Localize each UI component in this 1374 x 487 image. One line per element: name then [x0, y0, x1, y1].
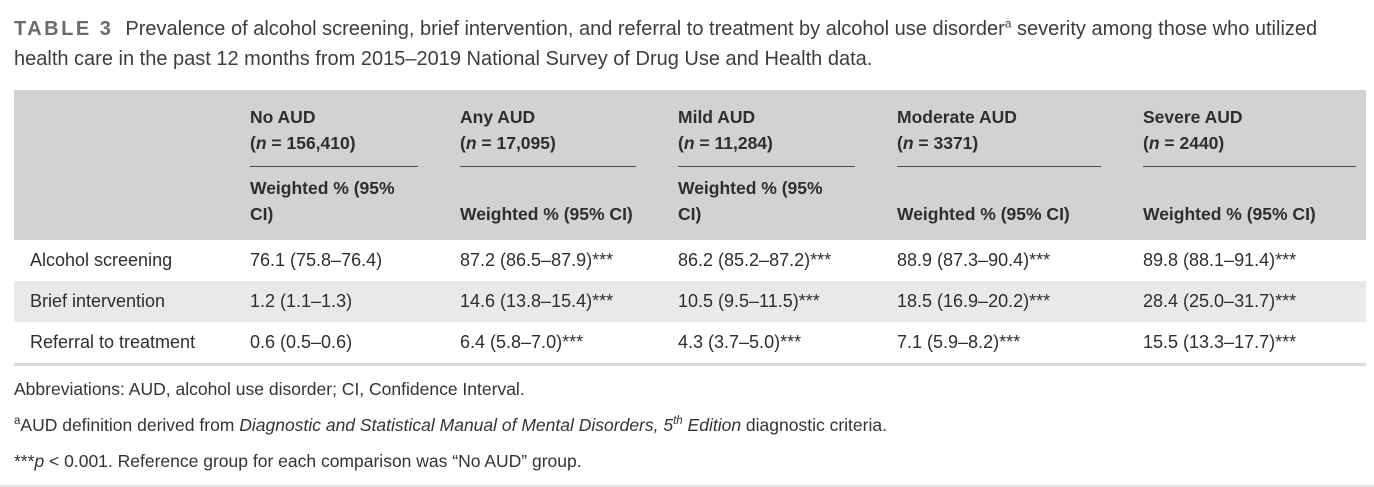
n-open: (	[250, 133, 256, 153]
cell-value: 6.4 (5.8–7.0)***	[460, 332, 584, 352]
cell-value: 76.1 (75.8–76.4)	[250, 250, 383, 270]
cell-value: 18.5 (16.9–20.2)***	[897, 281, 1143, 322]
cell-value: 0.6 (0.5–0.6)	[250, 332, 353, 352]
n-open: (	[460, 133, 466, 153]
cell-value: 88.9 (87.3–90.4)***	[897, 250, 1051, 270]
table-row-referral-to-treatment: Referral to treatment 0.6 (0.5–0.6) 6.4 …	[14, 322, 1366, 363]
table-row-alcohol-screening: Alcohol screening 76.1 (75.8–76.4) 87.2 …	[14, 240, 1366, 281]
header-spacer-cell	[14, 90, 250, 167]
n-symbol: n	[1148, 133, 1160, 153]
p-symbol: p	[34, 451, 45, 471]
column-sample-size: (n = 156,410)	[250, 130, 460, 156]
row-label: Brief intervention	[14, 281, 250, 322]
column-name: Any AUD	[460, 107, 536, 127]
n-value: = 2440)	[1159, 133, 1225, 153]
column-name: Moderate AUD	[897, 107, 1017, 127]
footnote-aud-definition: aAUD definition derived from Diagnostic …	[14, 413, 1366, 438]
table-body: Alcohol screening 76.1 (75.8–76.4) 87.2 …	[14, 240, 1366, 363]
n-open: (	[897, 133, 903, 153]
footnotes: Abbreviations: AUD, alcohol use disorder…	[14, 377, 1366, 474]
cell-value: 28.4 (25.0–31.7)***	[1143, 281, 1366, 322]
column-header-no-aud: No AUD (n = 156,410)	[250, 90, 460, 167]
cell-value: 10.5 (9.5–11.5)***	[678, 281, 897, 322]
n-symbol: n	[465, 133, 477, 153]
header-spacer-cell	[14, 167, 250, 240]
cell-value: 87.2 (86.5–87.9)***	[460, 250, 614, 270]
subheader-severe-aud: Weighted % (95% CI)	[1143, 167, 1366, 240]
n-open: (	[1143, 133, 1149, 153]
header-underline	[897, 166, 1101, 167]
subheader-any-aud: Weighted % (95% CI)	[460, 167, 678, 240]
ordinal-superscript: th	[673, 415, 683, 428]
header-underline	[1143, 166, 1356, 167]
column-name: Severe AUD	[1143, 107, 1243, 127]
column-sample-size: (n = 11,284)	[678, 130, 897, 156]
subheader-moderate-aud: Weighted % (95% CI)	[897, 167, 1143, 240]
book-title: Diagnostic and Statistical Manual of Men…	[239, 415, 674, 435]
cell-value: 1.2 (1.1–1.3)	[250, 281, 460, 322]
subheader-label: Weighted % (95% CI)	[1143, 204, 1316, 224]
column-name: Mild AUD	[678, 107, 756, 127]
table-number-label: TABLE 3	[14, 18, 114, 40]
cell-value: 7.1 (5.9–8.2)***	[897, 332, 1021, 352]
footnote-abbreviations: Abbreviations: AUD, alcohol use disorder…	[14, 379, 525, 399]
table-caption: TABLE 3 Prevalence of alcohol screening, …	[14, 14, 1366, 74]
n-value: = 11,284)	[694, 133, 773, 153]
column-sample-size: (n = 3371)	[897, 130, 1143, 156]
footnote-marker: a	[14, 415, 21, 428]
n-value: = 17,095)	[476, 133, 556, 153]
table-row-brief-intervention: Brief intervention 1.2 (1.1–1.3) 14.6 (1…	[14, 281, 1366, 322]
n-symbol: n	[902, 133, 914, 153]
cell-value: 89.8 (88.1–91.4)***	[1143, 250, 1297, 270]
book-title-edition: Edition	[682, 415, 742, 435]
header-underline	[678, 166, 855, 167]
column-header-mild-aud: Mild AUD (n = 11,284)	[678, 90, 897, 167]
subheader-label: Weighted % (95% CI)	[678, 178, 823, 224]
subheader-mild-aud: Weighted % (95% CI)	[678, 167, 897, 240]
footnote-text: < 0.001. Reference group for each compar…	[44, 451, 582, 471]
row-label: Alcohol screening	[30, 250, 173, 270]
caption-footnote-marker: a	[1004, 16, 1012, 31]
caption-text: Prevalence of alcohol screening, brief i…	[14, 16, 1318, 70]
table-header: No AUD (n = 156,410) Any AUD (n = 17,095…	[14, 90, 1366, 240]
header-group-row: No AUD (n = 156,410) Any AUD (n = 17,095…	[14, 90, 1366, 167]
subheader-label: Weighted % (95% CI)	[460, 204, 633, 224]
column-name: No AUD	[250, 107, 316, 127]
subheader-label: Weighted % (95% CI)	[897, 204, 1070, 224]
column-header-any-aud: Any AUD (n = 17,095)	[460, 90, 678, 167]
caption-text-before-sup: Prevalence of alcohol screening, brief i…	[125, 18, 1005, 40]
column-sample-size: (n = 2440)	[1143, 130, 1366, 156]
header-underline	[250, 166, 418, 167]
footnote-text: diagnostic criteria.	[741, 415, 887, 435]
column-header-severe-aud: Severe AUD (n = 2440)	[1143, 90, 1366, 167]
row-label: Referral to treatment	[30, 332, 196, 352]
cell-value: 15.5 (13.3–17.7)***	[1143, 332, 1297, 352]
prevalence-table: No AUD (n = 156,410) Any AUD (n = 17,095…	[14, 90, 1366, 363]
footnote-text: AUD definition derived from	[20, 415, 240, 435]
n-value: = 3371)	[913, 133, 979, 153]
cell-value: 86.2 (85.2–87.2)***	[678, 250, 832, 270]
subheader-no-aud: Weighted % (95% CI)	[250, 167, 460, 240]
header-measure-row: Weighted % (95% CI) Weighted % (95% CI) …	[14, 167, 1366, 240]
column-header-moderate-aud: Moderate AUD (n = 3371)	[897, 90, 1143, 167]
n-open: (	[678, 133, 684, 153]
column-sample-size: (n = 17,095)	[460, 130, 678, 156]
subheader-label: Weighted % (95% CI)	[250, 178, 395, 224]
n-symbol: n	[255, 133, 267, 153]
n-value: = 156,410)	[266, 133, 356, 153]
cell-value: 4.3 (3.7–5.0)***	[678, 332, 802, 352]
cell-value: 14.6 (13.8–15.4)***	[460, 281, 678, 322]
caption-text-after-sup: severity among those who utilized health…	[14, 18, 1318, 70]
significance-stars: ***	[14, 451, 35, 471]
footnote-significance: ***p < 0.001. Reference group for each c…	[14, 449, 1366, 474]
header-underline	[460, 166, 636, 167]
n-symbol: n	[683, 133, 695, 153]
table-bottom-rule	[14, 363, 1366, 366]
